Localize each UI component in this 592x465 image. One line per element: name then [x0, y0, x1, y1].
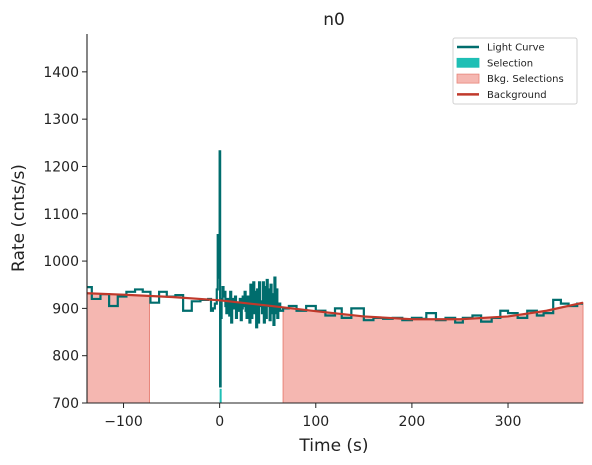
y-tick-label: 700	[52, 396, 79, 412]
y-tick-label: 1000	[43, 254, 79, 270]
y-tick-label: 1300	[43, 112, 79, 128]
legend-swatch	[456, 73, 480, 84]
plot-area	[86, 150, 584, 404]
legend-swatch	[456, 57, 480, 68]
bkg-selection-region-1	[86, 292, 150, 404]
x-tick-label: 200	[399, 414, 426, 430]
bkg-selection-region-2	[282, 302, 584, 404]
legend-label: Background	[487, 90, 547, 101]
x-axis-label: Time (s)	[298, 436, 368, 456]
y-tick-label: 1400	[43, 65, 79, 81]
y-axis-label: Rate (cnts/s)	[9, 164, 29, 272]
x-tick-label: 100	[302, 414, 329, 430]
y-tick-label: 900	[52, 301, 79, 317]
y-tick-label: 1200	[43, 159, 79, 175]
x-tick-label: −100	[104, 414, 142, 430]
x-tick-label: 0	[215, 414, 224, 430]
legend-box	[452, 37, 578, 105]
legend-label: Light Curve	[487, 43, 545, 54]
legend-label: Bkg. Selections	[487, 74, 564, 85]
y-tick-label: 800	[52, 349, 79, 365]
y-tick-label: 1100	[43, 207, 79, 223]
legend: Light Curve Selection Bkg. Selections Backg…	[452, 37, 578, 105]
background-line	[86, 292, 584, 321]
x-tick-label: 300	[495, 414, 522, 430]
axes: −100 0 100 200 300 700 800 900 1000 1100 1200 1300 1…	[43, 34, 583, 430]
legend-label: Selection	[487, 58, 533, 69]
selection-region	[219, 388, 222, 403]
chart-title: n0	[323, 10, 345, 30]
